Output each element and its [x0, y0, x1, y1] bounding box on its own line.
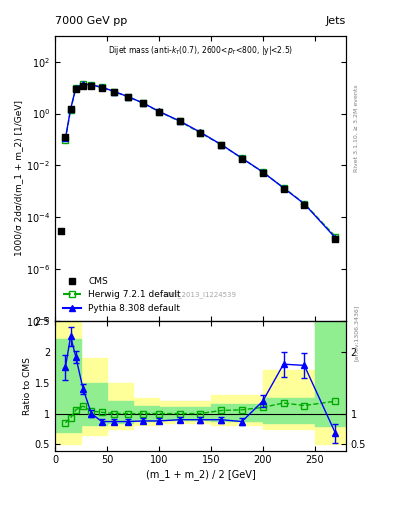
Point: [80, 81, 86, 90]
Point: [58, 227, 64, 235]
Point: [218, 141, 224, 150]
Point: [140, 99, 147, 108]
X-axis label: (m_1 + m_2) / 2 [GeV]: (m_1 + m_2) / 2 [GeV]: [145, 470, 255, 480]
Text: Jets: Jets: [325, 15, 346, 26]
Point: [125, 93, 131, 101]
Point: [197, 129, 204, 137]
Point: [73, 85, 79, 93]
Point: [280, 185, 286, 194]
Point: [111, 88, 118, 96]
Text: CMS_2013_I1224539: CMS_2013_I1224539: [164, 291, 237, 298]
Point: [62, 133, 68, 141]
Point: [260, 169, 266, 177]
Text: Dijet mass (anti-$k_{T}$(0.7), 2600<$p_{T}$<800, |y|<2.5): Dijet mass (anti-$k_{T}$(0.7), 2600<$p_{…: [108, 45, 293, 57]
Y-axis label: 1000/σ 2dσ/d(m_1 + m_2) [1/GeV]: 1000/σ 2dσ/d(m_1 + m_2) [1/GeV]: [14, 100, 23, 257]
Text: 7000 GeV pp: 7000 GeV pp: [55, 15, 127, 26]
Point: [88, 81, 95, 90]
Text: [arXiv:1306.3436]: [arXiv:1306.3436]: [354, 305, 359, 361]
Point: [99, 83, 105, 92]
Point: [156, 108, 162, 116]
Point: [301, 201, 307, 209]
Legend: CMS, Herwig 7.2.1 default, Pythia 8.308 default: CMS, Herwig 7.2.1 default, Pythia 8.308 …: [59, 273, 185, 316]
Text: Rivet 3.1.10, ≥ 3.2M events: Rivet 3.1.10, ≥ 3.2M events: [354, 84, 359, 172]
Point: [239, 155, 245, 163]
Point: [68, 105, 74, 113]
Point: [176, 117, 183, 125]
Point: [332, 234, 339, 243]
Y-axis label: Ratio to CMS: Ratio to CMS: [23, 357, 32, 415]
